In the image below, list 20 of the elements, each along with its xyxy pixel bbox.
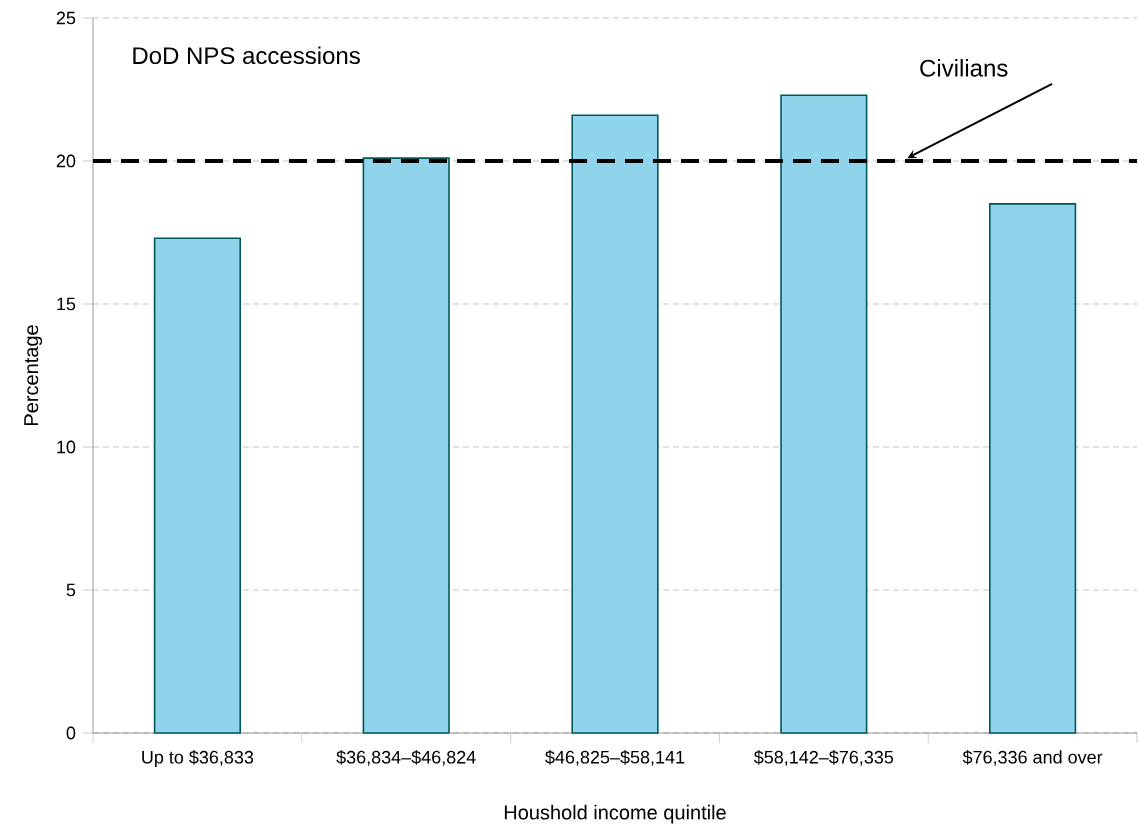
bar — [362, 157, 450, 734]
y-tick-label: 20 — [56, 154, 76, 168]
y-tick-label: 10 — [57, 440, 76, 454]
y-tick-label: 25 — [56, 11, 76, 25]
y-tick-label: 5 — [66, 583, 76, 597]
y-tick-label: 15 — [57, 297, 76, 311]
bar — [153, 237, 242, 734]
x-tick-label: $58,142–$76,335 — [753, 750, 894, 766]
bar — [571, 114, 659, 734]
x-tick-label: Up to $36,833 — [142, 750, 254, 768]
x-tick-label: $46,825–$58,141 — [545, 750, 685, 766]
ref-line-label: Civilians — [920, 59, 1008, 77]
x-tick-label: $36,834–$46,824 — [336, 750, 476, 766]
x-tick-label: $76,336 and over — [962, 750, 1103, 766]
annotation: DoD NPS accessions — [133, 46, 360, 65]
bar — [989, 203, 1077, 734]
y-axis-title: Percentage — [24, 325, 43, 426]
bar — [780, 94, 868, 734]
y-tick-label: 0 — [66, 726, 76, 740]
x-axis-title: Houshold income quintile — [504, 804, 726, 824]
